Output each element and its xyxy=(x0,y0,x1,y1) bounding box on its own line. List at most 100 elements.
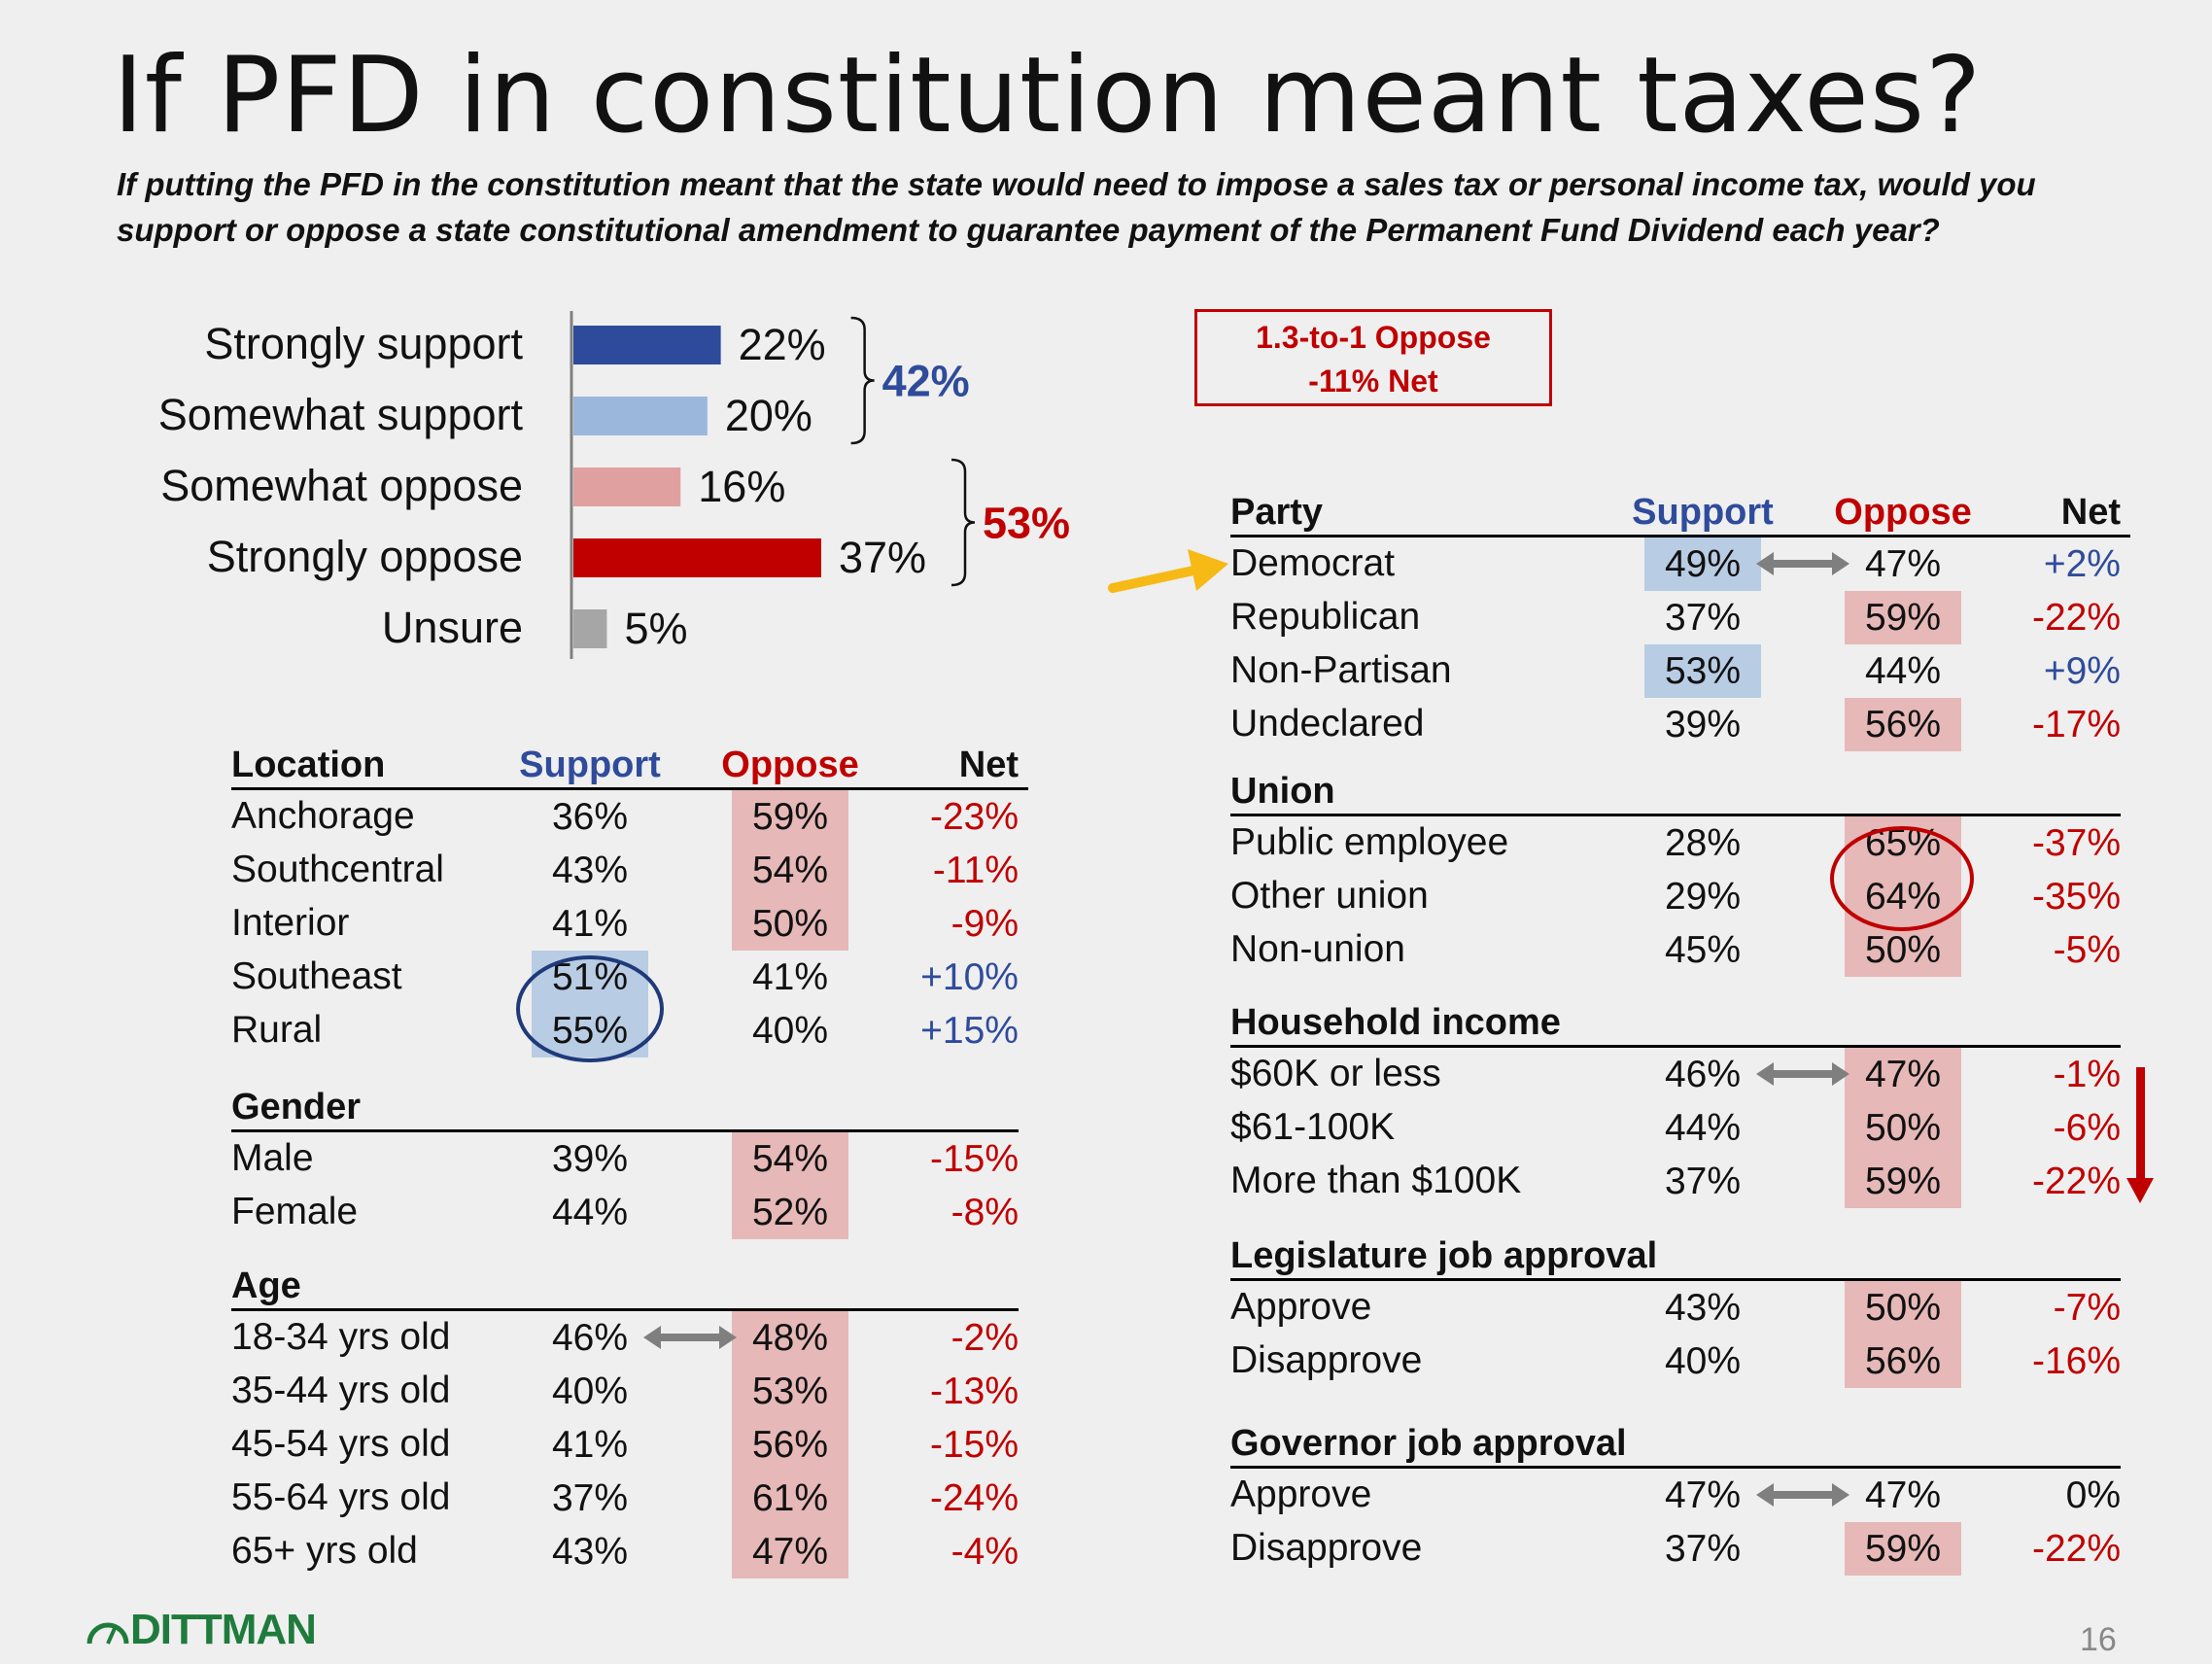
row-label: Approve xyxy=(1230,1473,1372,1515)
oppose-value: 48% xyxy=(732,1311,848,1365)
section-location: Location Support Oppose Net Anchorage 36% 59% -… xyxy=(231,736,1028,1057)
bar-value-label: 37% xyxy=(839,533,926,582)
oppose-value: 47% xyxy=(1864,543,1942,585)
support-value: 29% xyxy=(1664,876,1742,918)
page-number: 16 xyxy=(2080,1621,2117,1658)
net-value: -17% xyxy=(2031,704,2121,745)
support-value: 41% xyxy=(551,1424,629,1466)
section-rule xyxy=(1230,1278,2121,1281)
section-header: Gender xyxy=(231,1078,1019,1132)
row-label: Southcentral xyxy=(231,849,444,890)
net-value: -37% xyxy=(2031,822,2121,864)
bar-category-label: Unsure xyxy=(382,603,523,652)
yellow-pointer-arrow-icon xyxy=(1108,549,1228,593)
support-value: 46% xyxy=(1664,1054,1742,1095)
section-header: Union xyxy=(1230,762,2121,816)
support-value: 41% xyxy=(551,903,629,945)
row-label: Southeast xyxy=(231,955,402,997)
net-value: +10% xyxy=(920,956,1019,998)
net-value: -8% xyxy=(950,1192,1019,1233)
row-label: Anchorage xyxy=(231,795,415,837)
bar-value-label: 5% xyxy=(624,604,687,653)
bar-strongly-support xyxy=(573,326,721,364)
net-value: -15% xyxy=(929,1138,1019,1180)
oppose-value: 54% xyxy=(732,844,848,897)
section-rule xyxy=(1230,535,2130,537)
oppose-value: 61% xyxy=(732,1472,848,1525)
section-union: Union Public employee 28% 65% -37% Other unio… xyxy=(1230,762,2121,977)
table-row: Male 39% 54% -15% xyxy=(231,1132,1019,1186)
support-value: 46% xyxy=(551,1317,629,1359)
column-header-oppose: Oppose xyxy=(721,745,859,785)
row-label: 65+ yrs old xyxy=(231,1530,418,1572)
support-value: 37% xyxy=(551,1477,629,1519)
row-label: 55-64 yrs old xyxy=(231,1476,451,1518)
support-value: 39% xyxy=(551,1138,629,1180)
net-value: -11% xyxy=(932,849,1019,891)
bar-category-label: Somewhat support xyxy=(158,390,524,439)
section-rule xyxy=(1230,1466,2121,1469)
column-header-net: Net xyxy=(958,745,1019,785)
support-value: 39% xyxy=(1664,704,1742,745)
bar-unsure xyxy=(573,609,607,648)
bar-value-label: 16% xyxy=(698,462,785,511)
oppose-value: 56% xyxy=(1845,698,1961,751)
support-value: 36% xyxy=(551,796,629,838)
oppose-value: 50% xyxy=(732,897,848,951)
oppose-value: 47% xyxy=(732,1525,848,1578)
bar-category-label: Somewhat oppose xyxy=(160,461,523,510)
gauge-icon xyxy=(86,1622,129,1645)
table-row: 35-44 yrs old 40% 53% -13% xyxy=(231,1365,1019,1418)
section-rule xyxy=(231,1129,1019,1132)
section-title: Party xyxy=(1230,492,1324,533)
column-header-net: Net xyxy=(2060,492,2121,533)
double-arrow-icon xyxy=(1756,1483,1849,1507)
row-label: 18-34 yrs old xyxy=(231,1316,451,1358)
section-household-income: Household income $60K or less 46% 47% -1% $61… xyxy=(1230,993,2121,1208)
row-label: Other union xyxy=(1230,875,1429,917)
section-rule xyxy=(1230,1045,2121,1048)
table-row: $60K or less 46% 47% -1% xyxy=(1230,1048,2121,1101)
row-label: Non-union xyxy=(1230,928,1405,970)
section-header: Household income xyxy=(1230,993,2121,1048)
section-header: Party Support Oppose Net xyxy=(1230,483,2130,537)
net-value: +9% xyxy=(2043,650,2121,692)
support-value: 43% xyxy=(1664,1287,1742,1329)
row-label: Non-Partisan xyxy=(1230,649,1452,691)
net-value: -9% xyxy=(950,903,1019,945)
support-value: 44% xyxy=(551,1192,629,1233)
oppose-value: 50% xyxy=(1845,1281,1961,1335)
table-row: Disapprove 37% 59% -22% xyxy=(1230,1522,2121,1576)
support-value: 45% xyxy=(1664,929,1742,971)
group-total-label: 53% xyxy=(983,499,1070,548)
net-value: -22% xyxy=(2031,1161,2121,1202)
net-value: +2% xyxy=(2043,543,2121,585)
table-row: 18-34 yrs old 46% 48% -2% xyxy=(231,1311,1019,1365)
table-row: Interior 41% 50% -9% xyxy=(231,897,1019,951)
section-party: Party Support Oppose Net Democrat 49% 47% +2% Re… xyxy=(1230,483,2130,751)
net-value: -13% xyxy=(929,1370,1019,1412)
overall-bar-chart: Strongly support 22% Somewhat support 20% So… xyxy=(158,311,1070,659)
table-row: More than $100K 37% 59% -22% xyxy=(1230,1155,2121,1208)
net-value: -22% xyxy=(2031,1528,2121,1570)
bar-category-label: Strongly support xyxy=(204,319,523,368)
support-value: 43% xyxy=(551,849,629,891)
support-value: 53% xyxy=(1644,644,1761,698)
section-age: Age 18-34 yrs old 46% 48% -2% 35-44 yrs old 40… xyxy=(231,1257,1019,1578)
row-label: Female xyxy=(231,1191,359,1232)
net-value: -4% xyxy=(950,1531,1019,1573)
section-title: Location xyxy=(231,745,386,785)
row-label: Disapprove xyxy=(1230,1339,1423,1381)
row-label: Interior xyxy=(231,902,350,944)
brand-logo: DITTMAN xyxy=(86,1606,317,1654)
oppose-value: 50% xyxy=(1845,923,1961,977)
net-value: -15% xyxy=(929,1424,1019,1466)
net-value: 0% xyxy=(2065,1474,2121,1516)
net-value: -23% xyxy=(929,796,1019,838)
group-brace xyxy=(950,458,976,587)
support-value: 37% xyxy=(1664,1528,1742,1570)
callout-ratio: 1.3-to-1 Oppose xyxy=(1256,320,1491,355)
support-value: 44% xyxy=(1664,1107,1742,1149)
table-row: $61-100K 44% 50% -6% xyxy=(1230,1101,2121,1155)
row-label: Rural xyxy=(231,1009,323,1051)
